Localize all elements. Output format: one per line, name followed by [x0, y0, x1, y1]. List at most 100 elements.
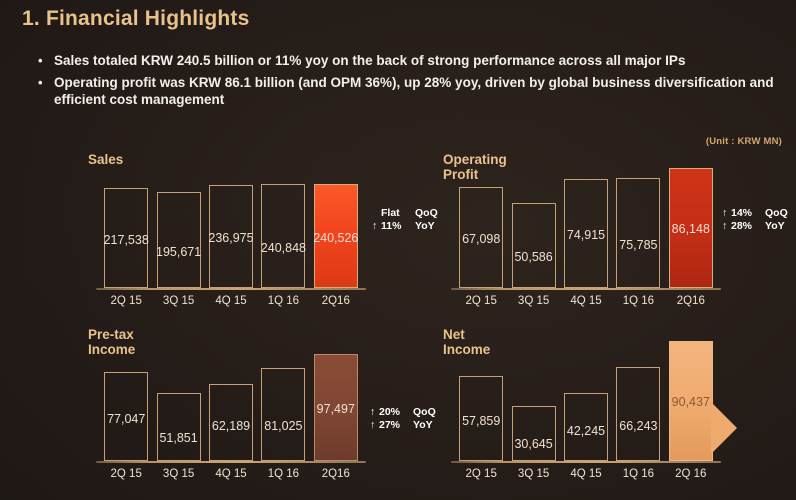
- bar-value-label: 97,497: [316, 402, 355, 416]
- list-item: • Sales totaled KRW 240.5 billion or 11%…: [36, 52, 788, 70]
- chart-baseline-net-income: [451, 461, 721, 463]
- chart-baseline-pretax-income: [96, 461, 366, 463]
- x-axis-label: 2Q 15: [110, 295, 142, 307]
- bar-pretax-income-2Q15: 77,047: [104, 372, 149, 461]
- x-axis-label: 4Q 15: [215, 468, 247, 480]
- chart-baseline-operating-profit: [451, 288, 721, 290]
- x-axis-label: 2Q16: [321, 468, 350, 480]
- bullet-dot: •: [38, 74, 43, 90]
- bar-value-label: 42,245: [566, 424, 606, 438]
- bar-net-income-1Q16: 66,243: [616, 367, 661, 461]
- highlights-list: • Sales totaled KRW 240.5 billion or 11%…: [36, 52, 788, 113]
- arrow-up-icon: ↑: [370, 419, 376, 431]
- change-period: QoQ: [415, 207, 438, 219]
- chevron-right-icon: [710, 402, 761, 459]
- arrow-up-icon: ↑: [722, 207, 728, 219]
- change-value: 28%: [731, 220, 753, 232]
- change-annotation: ↑ 14% QoQ: [722, 207, 788, 220]
- chart-title-net-income: Net Income: [443, 327, 491, 357]
- bar-operating-profit-2Q16: 86,148: [668, 168, 713, 288]
- arrow-up-icon: ↑: [372, 220, 378, 232]
- bar-net-income-3Q15: 30,645: [511, 406, 556, 461]
- x-axis-label: 3Q 15: [517, 295, 550, 307]
- change-value: 27%: [379, 419, 401, 431]
- bar-operating-profit-3Q15: 50,586: [511, 203, 556, 288]
- change-annotation: ↑ 20% QoQ: [370, 406, 436, 419]
- bar-sales-4Q15: 236,975: [208, 185, 254, 288]
- bar-value-label: 66,243: [619, 419, 658, 433]
- bar-value-label: 50,586: [514, 250, 553, 264]
- bar-value-label: 51,851: [159, 431, 198, 445]
- bar-value-label: 86,148: [671, 222, 710, 236]
- chart-title-operating-profit: Operating Profit: [443, 152, 507, 182]
- bar-value-label: 90,437: [671, 395, 710, 409]
- change-annotation: ↑ 11% YoY: [372, 220, 438, 233]
- bar-operating-profit-4Q15: 74,915: [564, 179, 608, 288]
- annotations-operating-profit: ↑ 14% QoQ ↑ 28% YoY: [722, 207, 788, 233]
- chart-title-pretax-income: Pre-tax Income: [88, 327, 136, 357]
- x-axis-label: 4Q 15: [570, 468, 602, 480]
- bar-value-label: 74,915: [566, 228, 606, 242]
- bar-value-label: 62,189: [211, 419, 251, 433]
- x-axis-label: 4Q 15: [570, 295, 602, 307]
- x-axis-label: 2Q 16: [675, 468, 707, 480]
- bar-net-income-2Q15: 57,859: [459, 376, 504, 461]
- x-axis-label: 2Q16: [676, 295, 705, 307]
- bar-sales-1Q16: 240,848: [260, 184, 306, 288]
- change-annotation: ↑ 27% YoY: [370, 419, 436, 432]
- change-value: 20%: [379, 406, 401, 418]
- annotations-pretax-income: ↑ 20% QoQ ↑ 27% YoY: [370, 406, 436, 432]
- x-axis-label: 2Q 15: [465, 295, 497, 307]
- bar-value-label: 75,785: [619, 238, 658, 252]
- unit-label: (Unit : KRW MN): [705, 136, 782, 147]
- chart-baseline-sales: [96, 288, 366, 290]
- x-axis-label: 3Q 15: [517, 468, 550, 480]
- bar-value-label: 77,047: [107, 412, 146, 426]
- change-period: QoQ: [765, 207, 788, 219]
- bar-value-label: 240,526: [313, 231, 359, 245]
- x-axis-label: 2Q16: [321, 295, 350, 307]
- bar-operating-profit-1Q16: 75,785: [616, 178, 661, 288]
- bullet-dot: •: [38, 53, 43, 68]
- bar-pretax-income-1Q16: 81,025: [261, 368, 306, 461]
- bar-value-label: 240,848: [260, 241, 306, 255]
- x-axis-label: 2Q 15: [110, 468, 142, 480]
- arrow-up-icon: ↑: [722, 220, 728, 232]
- bar-value-label: 81,025: [264, 419, 303, 433]
- x-axis-label: 3Q 15: [162, 468, 195, 480]
- bullet-text-2: Operating profit was KRW 86.1 billion (a…: [54, 74, 774, 108]
- bar-value-label: 195,671: [156, 245, 202, 259]
- x-axis-label: 1Q 16: [267, 468, 300, 480]
- bar-operating-profit-2Q15: 67,098: [459, 187, 504, 288]
- x-axis-label: 1Q 16: [622, 468, 655, 480]
- change-value: 11%: [381, 220, 402, 232]
- bar-value-label: 67,098: [462, 232, 501, 246]
- change-period: QoQ: [413, 406, 436, 418]
- bar-net-income-2Q16: 90,437: [668, 341, 713, 461]
- change-period: YoY: [415, 220, 435, 232]
- bar-net-income-4Q15: 42,245: [564, 393, 608, 461]
- change-period: YoY: [413, 419, 433, 431]
- change-value: 14%: [731, 207, 753, 219]
- x-axis-label: 3Q 15: [162, 295, 195, 307]
- bar-sales-2Q16: 240,526: [313, 184, 359, 288]
- bar-pretax-income-2Q16: 97,497: [313, 354, 358, 461]
- bar-value-label: 217,538: [103, 233, 149, 247]
- bar-value-label: 57,859: [462, 414, 501, 428]
- change-period: YoY: [765, 220, 785, 232]
- bar-sales-2Q15: 217,538: [103, 188, 149, 288]
- bar-sales-3Q15: 195,671: [156, 192, 202, 288]
- bar-value-label: 30,645: [514, 437, 553, 451]
- bullet-text-1: Sales totaled KRW 240.5 billion or 11% y…: [54, 53, 686, 68]
- bar-pretax-income-4Q15: 62,189: [209, 384, 253, 461]
- x-axis-label: 1Q 16: [622, 295, 655, 307]
- page-title: 1. Financial Highlights: [22, 7, 250, 30]
- chart-title-sales: Sales: [88, 152, 124, 167]
- x-axis-label: 2Q 15: [465, 468, 497, 480]
- x-axis-label: 1Q 16: [267, 295, 300, 307]
- list-item: • Operating profit was KRW 86.1 billion …: [36, 74, 788, 109]
- change-annotation: Flat QoQ: [372, 207, 438, 220]
- bar-value-label: 236,975: [208, 231, 254, 245]
- arrow-up-icon: ↑: [370, 406, 376, 418]
